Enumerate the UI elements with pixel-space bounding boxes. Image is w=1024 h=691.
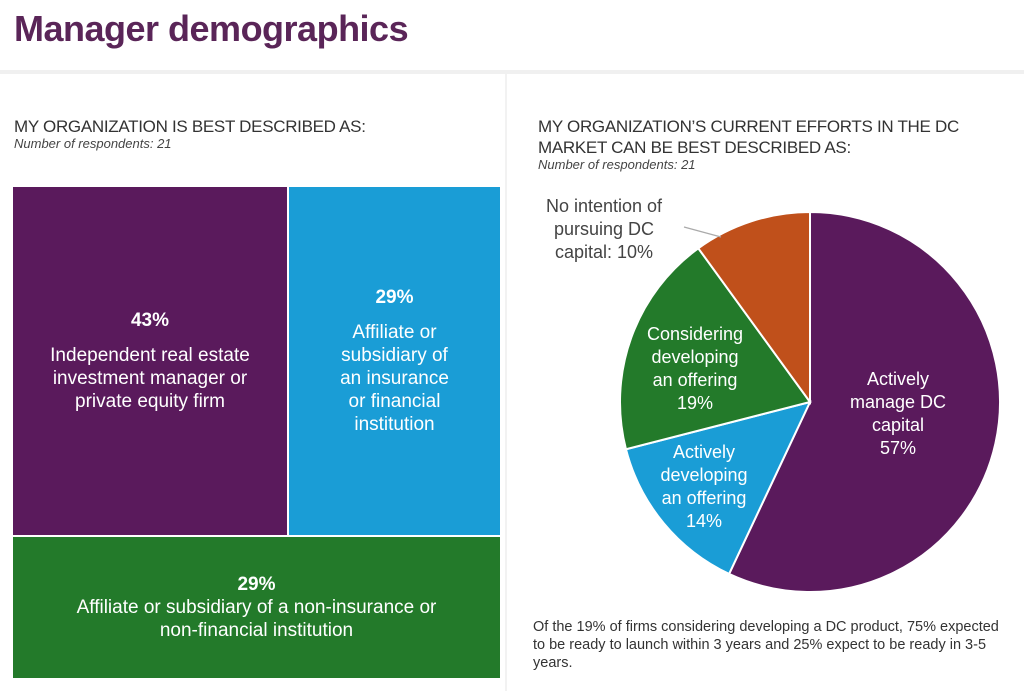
pie-slice-considering [619,246,812,451]
leader-line [683,226,722,238]
right-respondents: Number of respondents: 21 [538,157,696,172]
pie-label-line: capital: 10% [555,242,653,262]
header-divider [0,70,1024,74]
pie-slice-actively-developing [624,400,812,576]
pie-label-line: developing [651,347,738,367]
pie-label-line: an offering [653,370,738,390]
column-divider [505,74,507,691]
treemap-label: Affiliate or subsidiary of a non-insuran… [76,597,437,641]
pie-label-line: an offering [662,488,747,508]
pie-label-actively-manage: Actively manage DC capital 57% [850,369,946,458]
treemap-cell-non-insurance: 29% Affiliate or subsidiary of a non-ins… [13,537,500,678]
pie-label-line: capital [872,415,924,435]
pie-label-line: No intention of [546,196,663,216]
treemap-value: 29% [375,287,414,308]
treemap-label: Affiliate or subsidiary of an insurance … [340,322,449,435]
left-respondents: Number of respondents: 21 [14,136,172,151]
pie-label-no-intention: No intention of pursuing DC capital: 10% [546,196,663,262]
pie-label-actively-developing: Actively developing an offering 14% [660,442,747,531]
pie-label-line: manage DC [850,392,946,412]
footnote: Of the 19% of firms considering developi… [533,619,999,671]
pie-slice-actively-manage [727,210,1001,593]
pie-label-line: Considering [647,324,743,344]
pie-label-considering: Considering developing an offering 19% [647,324,743,413]
pie-label-line: Actively [867,369,929,389]
treemap-cell-independent: 43% Independent real estate investment m… [13,187,287,535]
right-question-line1: MY ORGANIZATION’S CURRENT EFFORTS IN THE… [538,117,959,136]
left-question: MY ORGANIZATION IS BEST DESCRIBED AS: [14,117,366,136]
pie-slice-no-intention [696,210,811,406]
page-title: Manager demographics [14,8,409,49]
pie-label-line: pursuing DC [554,219,654,239]
pie-label-line: developing [660,465,747,485]
treemap-label: Independent real estate investment manag… [50,345,250,412]
pie-label-line: 14% [686,511,722,531]
right-question-line2: MARKET CAN BE BEST DESCRIBED AS: [538,138,851,157]
pie-label-line: 19% [677,393,713,413]
pie-label-line: Actively [673,442,735,462]
right-question: MY ORGANIZATION’S CURRENT EFFORTS IN THE… [538,116,959,158]
treemap-value: 29% [237,574,276,595]
pie-label-line: 57% [880,438,916,458]
treemap-cell-insurance: 29% Affiliate or subsidiary of an insura… [289,187,500,535]
treemap-value: 43% [130,310,170,331]
